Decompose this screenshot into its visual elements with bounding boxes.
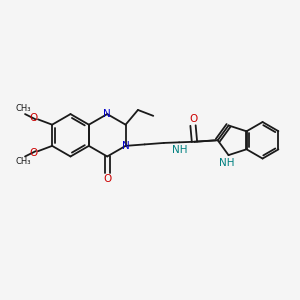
Text: CH₃: CH₃	[16, 104, 31, 113]
Text: NH: NH	[172, 145, 187, 155]
Text: N: N	[103, 109, 111, 119]
Text: O: O	[103, 174, 111, 184]
Text: NH: NH	[219, 158, 235, 168]
Text: O: O	[189, 114, 197, 124]
Text: O: O	[29, 113, 38, 123]
Text: N: N	[122, 141, 130, 151]
Text: CH₃: CH₃	[16, 157, 31, 166]
Text: O: O	[29, 148, 38, 158]
